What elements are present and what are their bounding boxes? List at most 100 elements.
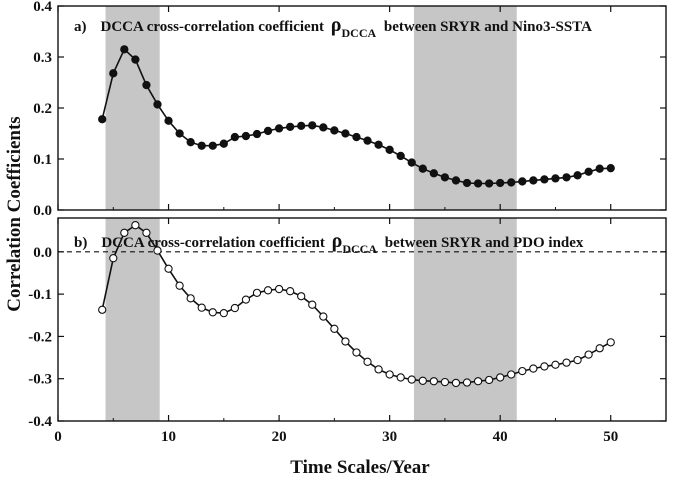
panel-a-frame bbox=[57, 5, 667, 211]
data-point bbox=[573, 171, 582, 180]
data-point bbox=[484, 375, 494, 385]
panel-b-series bbox=[98, 221, 615, 388]
y-tick-label: -0.1 bbox=[28, 287, 52, 303]
data-point bbox=[418, 376, 427, 385]
y-tick-label: -0.4 bbox=[28, 414, 52, 430]
data-point bbox=[263, 286, 273, 295]
x-tick-label: 40 bbox=[493, 429, 508, 445]
series-line bbox=[101, 47, 611, 185]
y-tick-label: -0.3 bbox=[28, 372, 52, 388]
data-point bbox=[606, 164, 615, 173]
data-point bbox=[219, 139, 228, 148]
data-point bbox=[274, 284, 284, 294]
data-point bbox=[529, 176, 538, 185]
data-point bbox=[385, 145, 394, 154]
data-point bbox=[496, 178, 505, 188]
data-point bbox=[518, 177, 527, 186]
data-point bbox=[385, 370, 394, 379]
panel-b: -0.4 -0.3 -0.2 -0.1 0.0 b) DCCA cross-correla… bbox=[28, 217, 667, 430]
panel-b-title: b) DCCA cross-correlation coefficient ρDC… bbox=[74, 230, 584, 256]
data-point bbox=[186, 294, 195, 303]
y-tick-label: 0.1 bbox=[33, 152, 52, 168]
panel-a-title: a) DCCA cross-correlation coefficient ρDC… bbox=[74, 14, 592, 40]
x-tick-labels: 0 10 20 30 40 50 bbox=[54, 429, 618, 445]
data-point bbox=[507, 370, 516, 379]
x-tick-label: 30 bbox=[382, 429, 397, 445]
data-point bbox=[573, 355, 582, 365]
data-point bbox=[440, 173, 450, 182]
data-point bbox=[429, 377, 439, 386]
data-point bbox=[418, 164, 427, 173]
panel-a-series bbox=[98, 45, 615, 188]
data-point bbox=[285, 287, 295, 296]
data-point bbox=[164, 264, 173, 273]
data-point bbox=[263, 126, 273, 136]
data-point bbox=[109, 69, 118, 78]
data-point bbox=[330, 324, 339, 333]
data-point bbox=[208, 308, 217, 317]
data-point bbox=[241, 131, 251, 141]
data-point bbox=[529, 364, 538, 373]
data-point bbox=[330, 126, 339, 135]
data-point bbox=[374, 365, 383, 374]
data-point bbox=[341, 337, 350, 346]
x-tick-label: 50 bbox=[603, 429, 618, 445]
data-point bbox=[153, 246, 162, 255]
data-point bbox=[363, 136, 372, 145]
data-point bbox=[197, 141, 206, 150]
data-point bbox=[197, 303, 206, 312]
panel-a: 0.0 0.1 0.2 0.3 0.4 a) DCCA cross-correlation… bbox=[33, 0, 667, 219]
data-point bbox=[374, 140, 383, 149]
y-tick-label: 0.2 bbox=[33, 101, 52, 117]
data-point bbox=[297, 292, 306, 301]
data-point bbox=[584, 350, 593, 359]
data-point bbox=[98, 305, 107, 314]
data-point bbox=[352, 132, 361, 142]
y-tick-label: 0.3 bbox=[33, 50, 52, 66]
data-point bbox=[341, 129, 350, 138]
data-point bbox=[98, 115, 107, 124]
data-point bbox=[274, 124, 284, 133]
data-point bbox=[363, 357, 372, 366]
data-point bbox=[175, 129, 184, 138]
data-point bbox=[120, 45, 129, 54]
data-point bbox=[595, 164, 604, 173]
data-point bbox=[562, 173, 571, 182]
data-point bbox=[551, 174, 560, 183]
data-point bbox=[142, 228, 151, 237]
data-point bbox=[407, 375, 416, 384]
data-point bbox=[396, 373, 405, 382]
data-point bbox=[540, 175, 549, 184]
data-point bbox=[518, 366, 527, 376]
data-point bbox=[319, 312, 328, 321]
data-point bbox=[208, 141, 217, 150]
data-point bbox=[407, 158, 416, 167]
data-point bbox=[551, 360, 560, 369]
data-point bbox=[595, 344, 604, 353]
data-point bbox=[396, 151, 405, 161]
data-point bbox=[153, 100, 162, 109]
data-point bbox=[451, 378, 461, 388]
data-point bbox=[462, 178, 472, 188]
panel-a-ticks: 0.0 0.1 0.2 0.3 0.4 bbox=[33, 0, 666, 219]
data-point bbox=[484, 179, 494, 188]
data-point bbox=[131, 55, 140, 64]
data-point bbox=[219, 309, 228, 318]
x-tick-label: 0 bbox=[54, 429, 62, 445]
data-point bbox=[496, 373, 505, 382]
data-point bbox=[109, 254, 118, 263]
data-point bbox=[186, 138, 195, 147]
data-point bbox=[562, 358, 571, 367]
y-tick-label: 0.0 bbox=[33, 203, 52, 219]
data-point bbox=[352, 348, 361, 357]
panel-b-frame bbox=[57, 217, 667, 422]
data-point bbox=[429, 169, 439, 178]
y-axis-title: Correlation Coefficients bbox=[4, 116, 25, 311]
data-point bbox=[241, 295, 251, 304]
data-point bbox=[584, 167, 593, 176]
y-tick-label: 0.0 bbox=[33, 245, 52, 261]
data-point bbox=[164, 116, 173, 125]
data-point bbox=[230, 303, 240, 313]
data-point bbox=[252, 129, 262, 139]
data-point bbox=[297, 121, 306, 130]
